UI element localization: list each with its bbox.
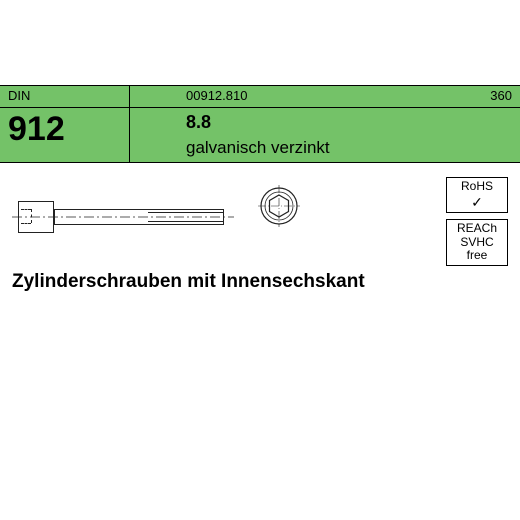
reach-label-1: REACh xyxy=(447,222,507,236)
part-number: 00912.810 xyxy=(130,86,442,107)
strength-grade: 8.8 xyxy=(186,112,512,134)
content-area: RoHS ✓ REACh SVHC free Zylinderschrauben… xyxy=(0,163,520,308)
quantity: 360 xyxy=(442,86,520,107)
header-row-1: DIN 00912.810 360 xyxy=(0,86,520,108)
product-spec-card: DIN 00912.810 360 912 8.8 galvanisch ver… xyxy=(0,85,520,435)
screw-end-view xyxy=(258,185,300,227)
socket-depth-line xyxy=(21,223,31,224)
header-band: DIN 00912.810 360 912 8.8 galvanisch ver… xyxy=(0,85,520,163)
standard-label: DIN xyxy=(0,86,130,107)
reach-label-3: free xyxy=(447,249,507,263)
surface-finish: galvanisch verzinkt xyxy=(186,138,512,158)
reach-badge: REACh SVHC free xyxy=(446,219,508,266)
check-icon: ✓ xyxy=(447,194,507,210)
compliance-badges: RoHS ✓ REACh SVHC free xyxy=(446,177,508,272)
standard-number: 912 xyxy=(0,108,130,163)
product-title: Zylinderschrauben mit Innensechskant xyxy=(12,271,365,293)
grade-finish-cell: 8.8 galvanisch verzinkt xyxy=(130,108,520,163)
rohs-label: RoHS xyxy=(447,180,507,194)
rohs-badge: RoHS ✓ xyxy=(446,177,508,213)
header-row-2: 912 8.8 galvanisch verzinkt xyxy=(0,108,520,163)
socket-depth-line xyxy=(21,209,31,210)
reach-label-2: SVHC xyxy=(447,236,507,250)
screw-diagram xyxy=(18,185,328,245)
